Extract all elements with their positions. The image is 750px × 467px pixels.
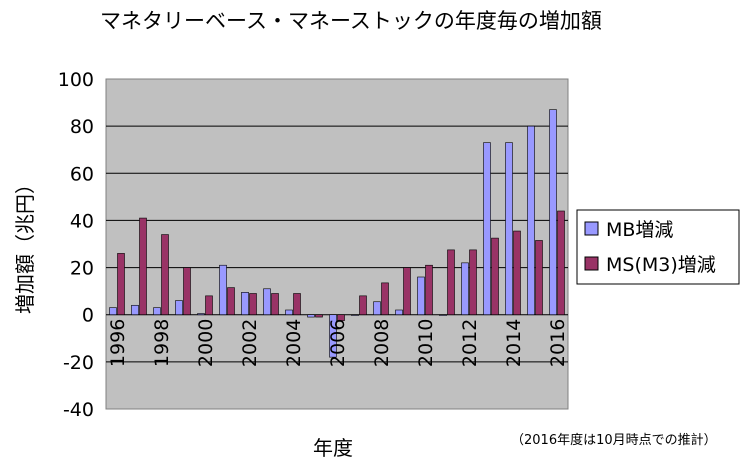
y-tick-label: 0 [82,305,94,327]
legend-label-mb: MB増減 [606,219,673,241]
grid [106,125,568,363]
bar-ms-1998 [161,234,169,316]
bar-mb-2010 [417,276,425,316]
bar-ms-2003 [271,293,279,316]
bar-ms-2016 [557,210,565,316]
x-tick-label: 2016 [547,319,569,367]
legend-box [576,209,740,285]
x-tick-label: 2004 [283,319,305,367]
x-tick-label: 2000 [195,319,217,367]
bar-mb-2009 [395,309,403,316]
bar-ms-1999 [183,267,191,316]
plot-area [105,78,569,410]
bar-mb-2001 [219,264,227,316]
bar-ms-1996 [117,253,125,316]
bar-ms-2015 [535,240,543,316]
bar-mb-2004 [285,309,293,316]
y-tick-label: 40 [70,210,94,232]
legend-swatch-mb [584,221,599,236]
bar-ms-2010 [425,264,433,316]
chart-title: マネタリーベース・マネーストックの年度毎の増加額 [100,9,602,33]
y-tick-label: 20 [70,258,94,280]
bar-mb-2002 [241,292,249,316]
bar-ms-2012 [469,249,477,316]
bar-mb-2000 [197,313,205,316]
x-tick-label: 2008 [371,319,393,367]
bars [109,109,565,358]
legend: MB増減 MS(M3)増減 [576,209,740,285]
bar-mb-2006 [329,314,337,358]
x-tick-label: 2014 [503,319,525,367]
bar-ms-2005 [315,314,323,318]
x-tick-label: 1998 [151,319,173,367]
x-tick-label: 2010 [415,319,437,367]
y-tick-label: 100 [58,69,94,91]
x-ticks: 1996 1998 2000 2002 2004 2006 2008 2010 2012 2014… [107,319,569,367]
bar-ms-2011 [447,249,455,316]
bar-ms-2013 [491,237,499,316]
chart-note: （2016年度は10月時点での推計） [511,432,717,448]
bar-mb-2003 [263,288,271,316]
bar-ms-2009 [403,267,411,316]
x-tick-label: 2006 [327,319,349,367]
y-tick-label: -40 [63,399,94,421]
bar-mb-1999 [175,300,183,316]
bar-mb-2016 [549,109,557,316]
bar-mb-2013 [483,142,491,316]
bar-mb-1997 [131,304,139,316]
bar-ms-2014 [513,230,521,316]
bar-ms-2006 [337,314,345,321]
y-tick-label: 80 [70,116,94,138]
bar-mb-2008 [373,301,381,316]
bar-mb-2007 [351,314,359,316]
bar-mb-2011 [439,314,447,316]
bar-mb-2005 [307,314,315,318]
bar-mb-1996 [109,307,117,316]
bar-ms-2004 [293,293,301,316]
legend-label-ms: MS(M3)増減 [606,254,716,276]
y-tick-label: 60 [70,163,94,185]
bar-ms-2000 [205,295,213,316]
x-tick-label: 1996 [107,319,129,367]
x-tick-label: 2012 [459,319,481,367]
bar-ms-2008 [381,282,389,316]
bar-mb-2014 [505,142,513,316]
x-axis-label: 年度 [313,436,353,460]
bar-ms-2002 [249,293,257,316]
bar-ms-1997 [139,217,147,316]
y-tick-label: -20 [63,352,94,374]
bar-mb-2012 [461,262,469,316]
bar-mb-1998 [153,307,161,316]
bar-mb-2015 [527,125,535,316]
y-ticks: -40 -20 0 20 40 60 80 100 [58,69,94,421]
x-tick-label: 2002 [239,319,261,367]
legend-swatch-ms [584,256,599,271]
y-axis-label: 増加額（兆円） [13,174,37,314]
bar-ms-2001 [227,287,235,316]
bar-ms-2007 [359,295,367,316]
